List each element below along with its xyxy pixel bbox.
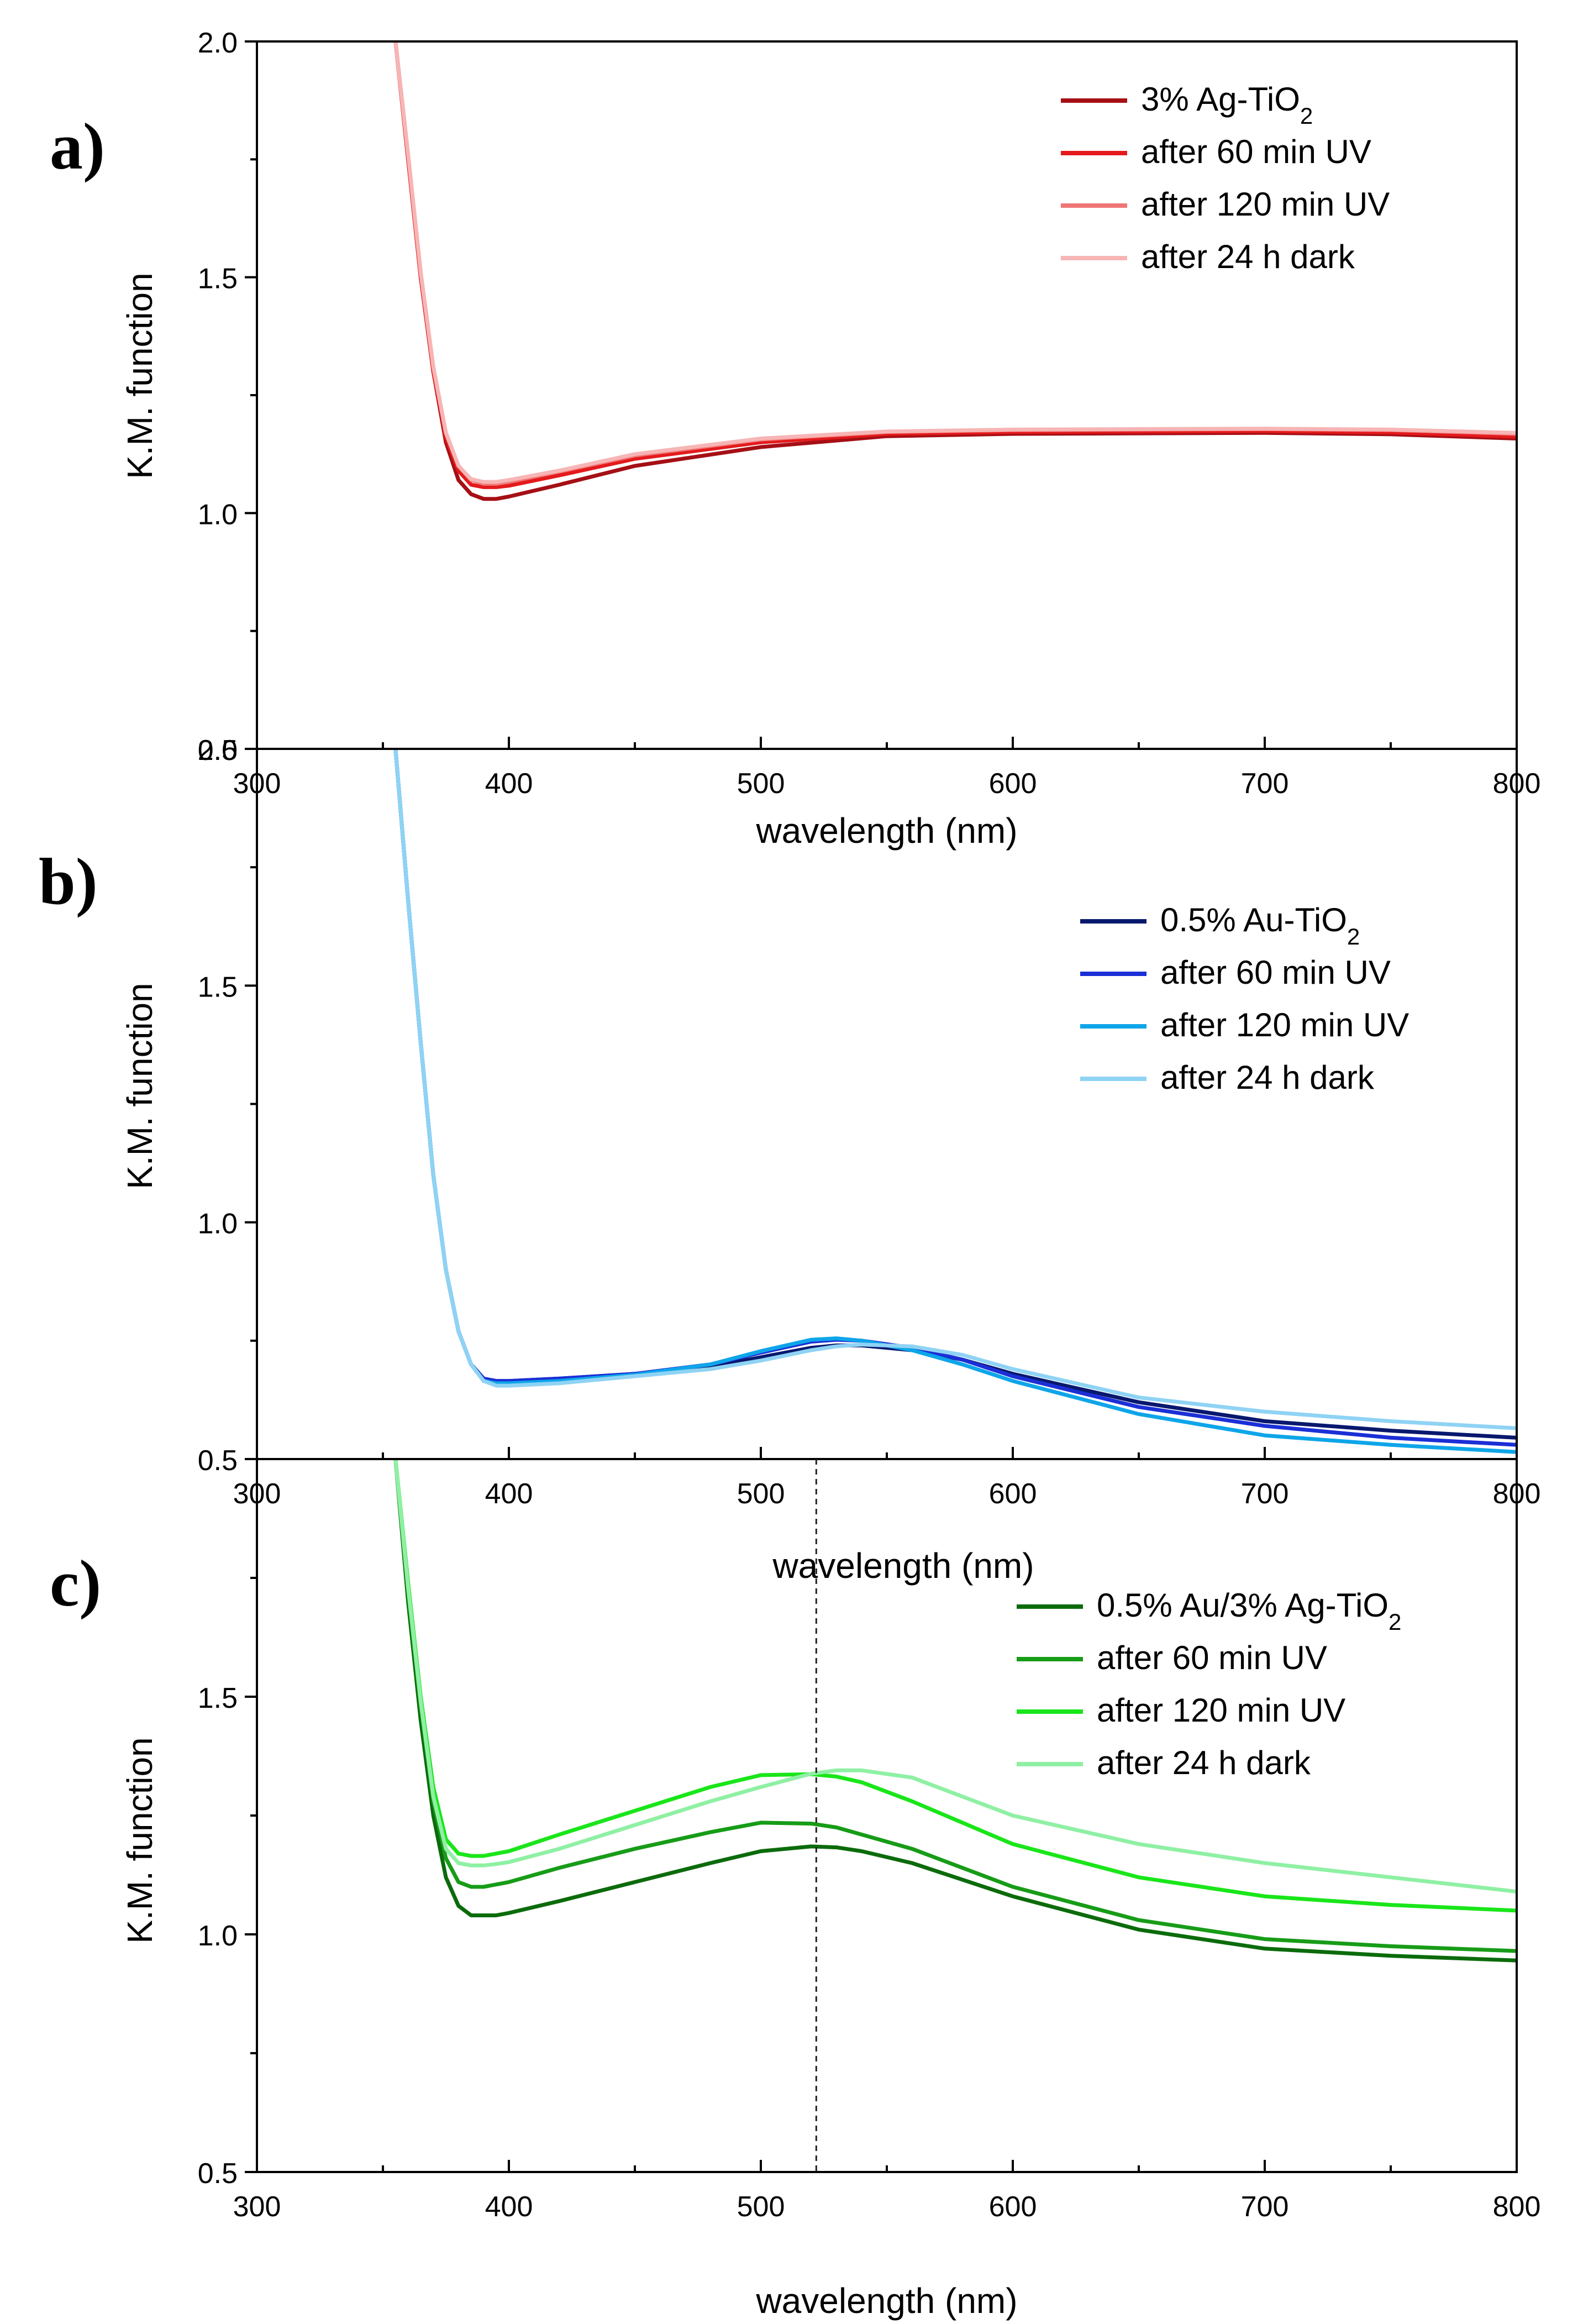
panel-a-y-tick-labels: 0.5 1.0 1.5 2.0 xyxy=(198,27,238,767)
y-tick-label: 0.5 xyxy=(198,1445,238,1477)
legend-label: after 24 h dark xyxy=(1160,1059,1375,1096)
y-tick-label: 1.0 xyxy=(198,499,238,531)
legend-label: after 60 min UV xyxy=(1160,954,1391,991)
panel-b-y-tick-labels: 0.5 1.0 1.5 2.0 xyxy=(198,735,238,1477)
legend-label: after 24 h dark xyxy=(1141,238,1355,275)
legend-label: after 24 h dark xyxy=(1097,1744,1311,1781)
panel-c-y-axis-label: K.M. function xyxy=(120,1737,160,1944)
y-tick-label: 0.5 xyxy=(198,735,238,767)
series-line-c-0 xyxy=(393,1459,1517,1963)
x-tick-label: 600 xyxy=(989,768,1037,800)
panel-c-y-tick-labels: 0.5 1.0 1.5 xyxy=(198,1682,238,2190)
x-tick-label: 500 xyxy=(737,2191,785,2223)
series-line-b-3 xyxy=(393,749,1517,1430)
panel-c-series xyxy=(393,1459,1517,1963)
y-tick-label: 1.5 xyxy=(198,971,238,1003)
x-tick-label: 800 xyxy=(1493,2191,1541,2223)
y-tick-label: 1.5 xyxy=(198,1682,238,1714)
x-tick-label: 700 xyxy=(1241,2191,1289,2223)
x-tick-label: 700 xyxy=(1241,768,1289,800)
x-tick-label: 600 xyxy=(989,2191,1037,2223)
legend-label: after 60 min UV xyxy=(1097,1639,1327,1676)
panel-c-frame xyxy=(256,1458,1518,2173)
y-tick-label: 2.0 xyxy=(198,735,238,767)
panel-c-x-tick-labels: 300 400 500 600 700 800 xyxy=(233,2191,1541,2223)
x-tick-label: 400 xyxy=(485,1478,533,1510)
panel-a-x-axis-label: wavelength (nm) xyxy=(755,811,1017,851)
panel-a-series xyxy=(393,41,1517,501)
legend-label: after 120 min UV xyxy=(1097,1692,1345,1729)
panel-c: c) K.M. function wavelength (nm) 0.5 1.0 1… xyxy=(50,1458,1541,2321)
x-tick-label: 300 xyxy=(233,2191,281,2223)
panel-a-label: a) xyxy=(50,109,105,183)
y-tick-label: 2.0 xyxy=(198,27,238,59)
x-tick-label: 500 xyxy=(737,1478,785,1510)
x-tick-label: 600 xyxy=(989,1478,1037,1510)
series-line-c-1 xyxy=(393,1459,1517,1953)
legend-label: after 120 min UV xyxy=(1160,1006,1409,1043)
panel-b-x-axis-label: wavelength (nm) xyxy=(772,1546,1034,1586)
y-tick-label: 1.0 xyxy=(198,1208,238,1240)
series-line-c-3 xyxy=(393,1459,1517,1894)
legend-label: after 120 min UV xyxy=(1141,186,1390,223)
panel-a-y-axis-label: K.M. function xyxy=(120,272,160,479)
series-line-a-3 xyxy=(393,41,1517,484)
panel-b-series xyxy=(393,749,1517,1454)
x-tick-label: 400 xyxy=(485,768,533,800)
x-tick-label: 400 xyxy=(485,2191,533,2223)
legend-label: after 60 min UV xyxy=(1141,133,1371,170)
series-line-c-2 xyxy=(393,1459,1517,1913)
x-tick-label: 500 xyxy=(737,768,785,800)
y-tick-label: 1.0 xyxy=(198,1920,238,1952)
panel-b-label: b) xyxy=(39,844,98,918)
panel-b-y-axis-label: K.M. function xyxy=(120,983,160,1189)
y-tick-label: 0.5 xyxy=(198,2158,238,2190)
x-tick-label: 700 xyxy=(1241,1478,1289,1510)
panel-c-x-axis-label: wavelength (nm) xyxy=(755,2281,1017,2321)
panel-c-label: c) xyxy=(50,1546,101,1620)
y-tick-label: 1.5 xyxy=(198,263,238,295)
